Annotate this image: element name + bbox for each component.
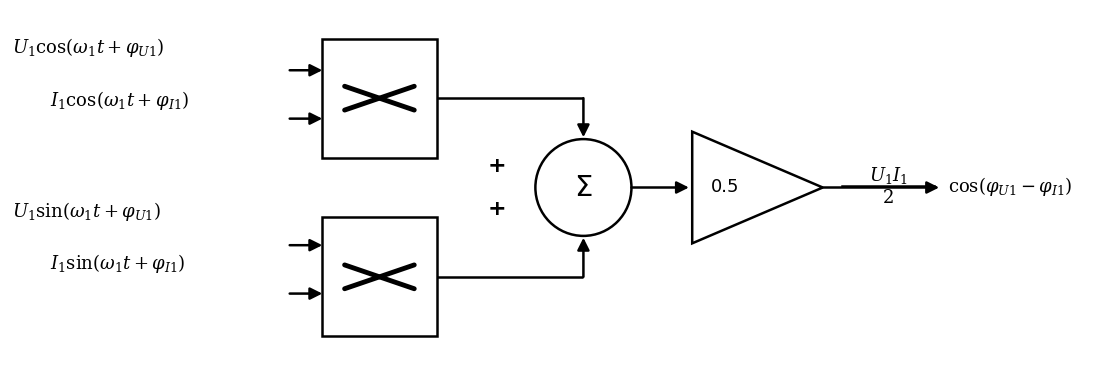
- Text: $I_1\sin(\omega_1 t+\varphi_{I1})$: $I_1\sin(\omega_1 t+\varphi_{I1})$: [51, 252, 185, 275]
- Text: $\Sigma$: $\Sigma$: [574, 173, 593, 202]
- Bar: [322, 217, 436, 336]
- Bar: [322, 39, 436, 158]
- Polygon shape: [692, 132, 822, 243]
- Text: $U_1\sin(\omega_1 t+\varphi_{U1})$: $U_1\sin(\omega_1 t+\varphi_{U1})$: [12, 200, 161, 223]
- Text: +: +: [488, 199, 507, 219]
- Text: $I_1\cos(\omega_1 t+\varphi_{I1})$: $I_1\cos(\omega_1 t+\varphi_{I1})$: [51, 88, 190, 111]
- Text: $2$: $2$: [882, 189, 894, 207]
- Text: $U_1I_1$: $U_1I_1$: [869, 165, 907, 186]
- Text: $\cos(\varphi_{U1}-\varphi_{I1})$: $\cos(\varphi_{U1}-\varphi_{I1})$: [948, 175, 1072, 198]
- Ellipse shape: [535, 139, 631, 236]
- Text: 0.5: 0.5: [711, 178, 739, 196]
- Text: +: +: [488, 156, 507, 176]
- Text: $U_1\cos(\omega_1 t+\varphi_{U1})$: $U_1\cos(\omega_1 t+\varphi_{U1})$: [12, 36, 164, 59]
